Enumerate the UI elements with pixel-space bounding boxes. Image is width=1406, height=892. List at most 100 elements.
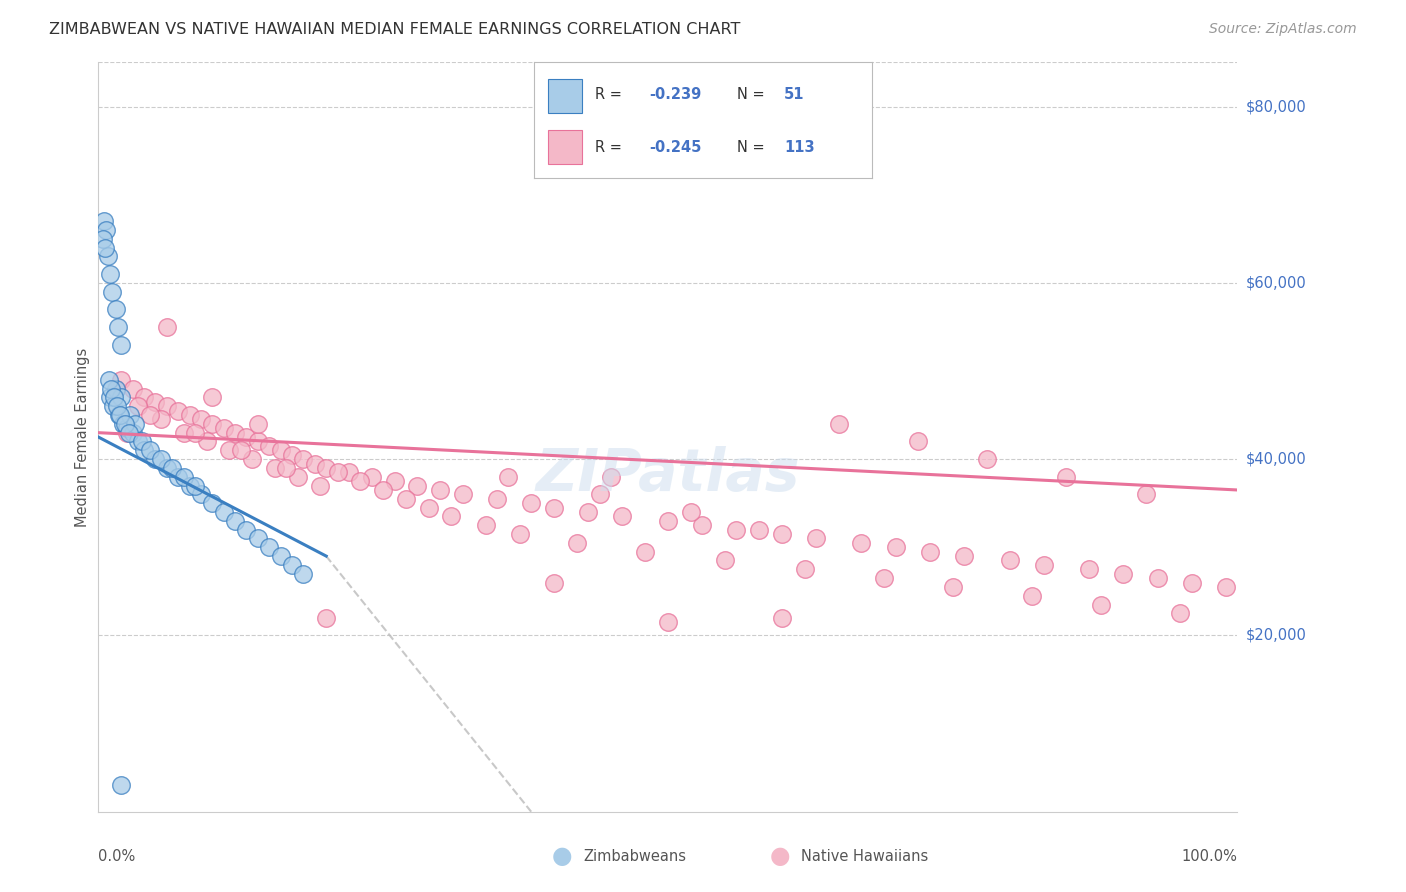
Point xyxy=(770,527,793,541)
Point xyxy=(246,434,269,449)
Point xyxy=(150,412,173,426)
Point xyxy=(953,549,976,563)
Text: N =: N = xyxy=(737,139,769,154)
Point xyxy=(612,509,634,524)
Point xyxy=(315,611,337,625)
Point xyxy=(474,518,496,533)
Bar xyxy=(548,78,582,113)
Point xyxy=(1021,589,1043,603)
Point xyxy=(104,302,127,317)
Point xyxy=(235,523,257,537)
Point xyxy=(114,417,136,431)
Point xyxy=(118,425,141,440)
Point xyxy=(184,425,207,440)
Point xyxy=(91,232,114,246)
Point xyxy=(246,417,269,431)
Point xyxy=(121,425,143,440)
Point xyxy=(138,408,160,422)
Text: -0.239: -0.239 xyxy=(650,87,702,103)
Point xyxy=(110,373,132,387)
Point xyxy=(212,421,235,435)
Point xyxy=(326,466,349,480)
Point xyxy=(235,430,257,444)
Point xyxy=(1135,487,1157,501)
Point xyxy=(145,394,167,409)
Point xyxy=(600,469,623,483)
Text: 100.0%: 100.0% xyxy=(1181,849,1237,864)
Point xyxy=(714,553,737,567)
Point xyxy=(264,461,287,475)
Point xyxy=(108,408,131,422)
Point xyxy=(201,417,224,431)
Point xyxy=(156,461,179,475)
Point xyxy=(156,319,179,334)
Point xyxy=(224,425,246,440)
Point xyxy=(131,434,153,449)
Text: $40,000: $40,000 xyxy=(1246,451,1306,467)
Point xyxy=(349,474,371,488)
Y-axis label: Median Female Earnings: Median Female Earnings xyxy=(75,348,90,526)
Point xyxy=(173,425,195,440)
Point xyxy=(110,778,132,792)
Point xyxy=(873,571,896,585)
Point xyxy=(98,391,121,405)
Bar xyxy=(548,129,582,164)
Point xyxy=(565,536,588,550)
Point xyxy=(281,448,304,462)
Point xyxy=(270,549,292,563)
Point xyxy=(292,566,315,581)
Point xyxy=(224,514,246,528)
Point xyxy=(1215,580,1237,594)
Point xyxy=(770,611,793,625)
Point xyxy=(167,403,190,417)
Text: ●: ● xyxy=(770,845,790,868)
Text: ZIPatlas: ZIPatlas xyxy=(536,446,800,503)
Point xyxy=(145,452,167,467)
Point xyxy=(104,382,127,396)
Point xyxy=(96,249,118,263)
Point xyxy=(498,469,520,483)
Text: Native Hawaiians: Native Hawaiians xyxy=(801,849,929,863)
Text: $60,000: $60,000 xyxy=(1246,276,1306,290)
Point xyxy=(103,391,125,405)
Point xyxy=(96,223,118,237)
Point xyxy=(218,443,240,458)
Point xyxy=(276,461,298,475)
Point xyxy=(112,417,135,431)
Point xyxy=(543,575,565,590)
Point xyxy=(304,457,326,471)
Point xyxy=(884,541,907,555)
Text: $80,000: $80,000 xyxy=(1246,99,1306,114)
Point xyxy=(851,536,873,550)
Point xyxy=(1078,562,1101,576)
Point xyxy=(804,532,827,546)
Text: $20,000: $20,000 xyxy=(1246,628,1306,643)
Point xyxy=(124,417,146,431)
Point xyxy=(127,399,149,413)
Point xyxy=(907,434,929,449)
Point xyxy=(101,285,124,299)
Point xyxy=(259,541,281,555)
Point xyxy=(108,408,131,422)
Point xyxy=(138,443,160,458)
Point xyxy=(1170,607,1192,621)
Text: Source: ZipAtlas.com: Source: ZipAtlas.com xyxy=(1209,22,1357,37)
Point xyxy=(98,267,121,281)
Point xyxy=(120,408,142,422)
Point xyxy=(1056,469,1078,483)
Point xyxy=(110,391,132,405)
Point xyxy=(132,443,155,458)
Point xyxy=(418,500,440,515)
Point xyxy=(828,417,851,431)
Point xyxy=(184,478,207,492)
Text: 51: 51 xyxy=(785,87,804,103)
Point xyxy=(107,319,129,334)
Point xyxy=(1032,558,1054,572)
Point xyxy=(201,391,224,405)
Point xyxy=(259,439,281,453)
Point xyxy=(793,562,815,576)
Point xyxy=(94,241,117,255)
Point xyxy=(246,532,269,546)
Point xyxy=(429,483,451,497)
Point xyxy=(167,469,190,483)
